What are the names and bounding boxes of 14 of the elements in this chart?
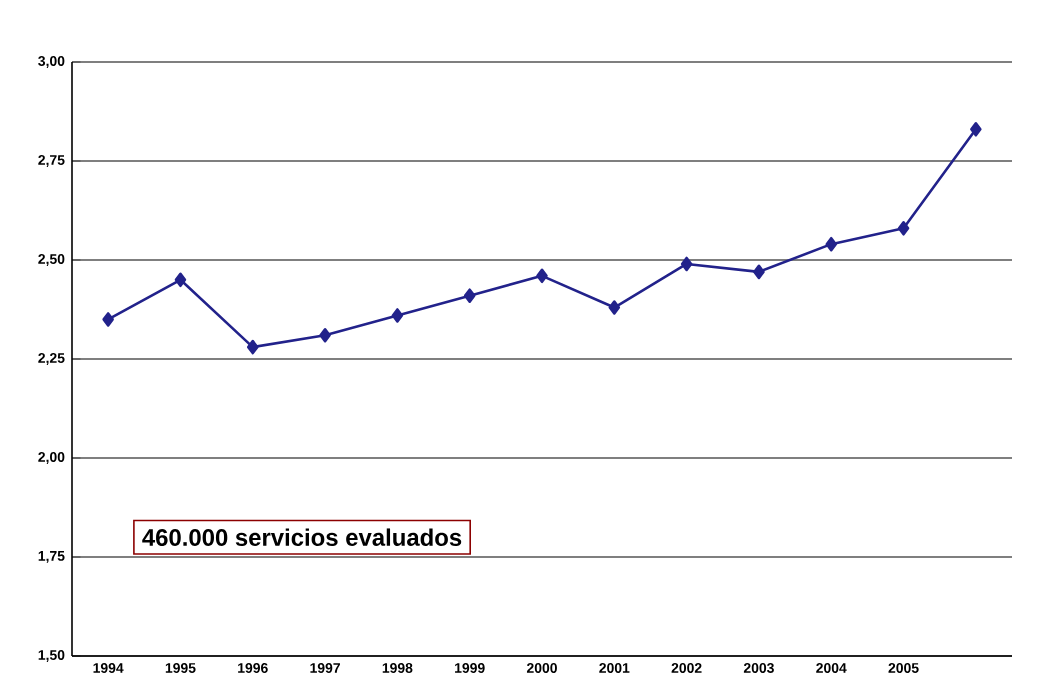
point — [246, 339, 259, 355]
point — [825, 236, 838, 252]
annotation: 460.000 servicios evaluados — [142, 528, 462, 546]
point — [970, 122, 982, 137]
point — [102, 312, 114, 327]
point — [463, 288, 476, 303]
point — [536, 268, 548, 284]
point — [319, 327, 331, 343]
point — [391, 308, 404, 323]
point — [680, 256, 693, 272]
point — [753, 264, 765, 280]
point — [897, 221, 910, 236]
point — [174, 272, 187, 288]
point — [608, 300, 621, 315]
